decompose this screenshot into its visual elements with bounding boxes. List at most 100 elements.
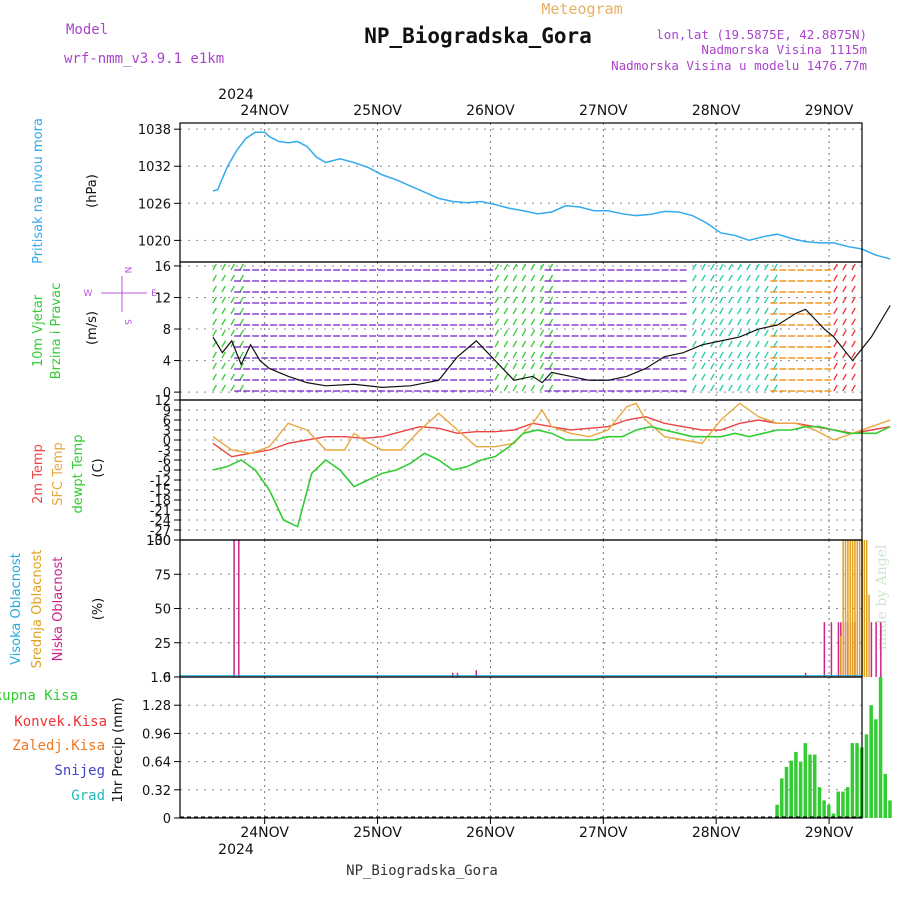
model-label: Model [66,22,108,38]
wind-arrow [239,362,244,370]
wind-arrow [239,340,244,348]
wind-arrow [239,307,244,315]
wind-arrow [692,263,697,271]
wind-arrow [221,351,226,359]
wind-arrow [512,307,518,315]
wind-arrow [719,362,724,370]
xtick-top-1: 25NOV [353,103,402,119]
wind-arrow [701,274,706,282]
wind-arrow [719,274,724,282]
ytick-label-4-1: 1.28 [142,699,171,714]
wind-arrow [494,340,500,348]
ytick-label-2-5: -3 [158,444,171,459]
wind-arrow [764,285,769,293]
wind-arrow [221,318,226,326]
wind-arrow [764,263,769,271]
wind-arrow [239,329,244,337]
wind-arrow [521,329,527,337]
wind-arrow [746,296,751,304]
wind-arrow [746,274,751,282]
cloud-unit: (%) [91,598,106,621]
compass-s: S [122,319,132,325]
precip-bar [836,791,840,818]
precip-bar [874,719,878,818]
wind-arrow [746,340,751,348]
wind-arrow [230,373,235,381]
ytick-label-4-0: 1.6 [150,671,171,686]
wind-arrow [512,340,518,348]
wind-arrow [773,329,778,337]
wind-arrow [755,307,760,315]
ytick-label-4-2: 0.96 [142,727,171,742]
wind-arrow [773,384,778,392]
wind-arrow [764,329,769,337]
wind-arrow [512,351,518,359]
xtick-bottom-4: 28NOV [692,825,741,841]
wind-arrow [851,263,856,271]
wind-arrow [710,384,715,392]
wind-arrow [692,351,697,359]
wind-arrow [764,274,769,282]
wind-arrow [530,329,536,337]
legend-convective-rain: Konvek.Kisa [14,714,107,730]
wind-arrow [239,384,244,392]
ytick-label-2-2: 6 [163,414,171,429]
ytick-label-1-2: 8 [163,323,171,338]
wind-arrow [539,318,545,326]
wind-arrow [512,318,518,326]
wind-arrow [494,318,500,326]
wind-arrow [692,362,697,370]
wind-arrow [212,362,217,370]
ytick-label-3-2: 50 [154,603,171,618]
grid-layer [180,123,862,819]
precip-bar [789,760,793,818]
panel-frame-4 [179,676,863,819]
wind-arrow [737,384,742,392]
wind-arrow [710,362,715,370]
wind-arrow [692,307,697,315]
wind-arrow [530,340,536,348]
ytick-label-2-6: -6 [158,454,171,469]
wind-arrow [833,274,838,282]
wind-arrow [773,373,778,381]
wind-arrow [842,340,847,348]
precip-bar [803,743,808,818]
wind-arrow [755,373,760,381]
wind-arrow [494,351,500,359]
wind-arrow [842,373,847,381]
wind-arrow [842,274,847,282]
wind-arrow [212,296,217,304]
wind-arrow [212,274,217,282]
wind-arrow [230,296,235,304]
wind-arrow [221,263,226,271]
precip-bar [864,734,869,818]
wind-arrow [692,296,697,304]
wind-arrow [521,373,527,381]
dewpoint-line [212,425,891,528]
wind-arrow [230,351,235,359]
wind-arrow [764,307,769,315]
wind-arrow [221,329,226,337]
wind-arrow [746,351,751,359]
xtick-bottom-3: 27NOV [579,825,628,841]
wind-arrow [755,362,760,370]
wind-arrow [701,296,706,304]
wind-arrow [212,263,217,271]
wind-arrow [719,340,724,348]
precip-bar [845,787,850,818]
wind-arrow [701,285,706,293]
wind-arrow [494,274,500,282]
wind-arrow [755,340,760,348]
data-layer [180,131,892,818]
ytick-label-2-14: -30 [150,534,171,549]
precip-bar [841,791,845,818]
wind-arrow [692,384,697,392]
xtick-bottom-2: 26NOV [466,825,515,841]
wind-arrow [692,318,697,326]
wind-arrow [728,307,733,315]
lonlat-label: lon,lat (19.5875E, 42.8875N) [656,27,867,42]
wind-arrow [239,351,244,359]
sfc-temp-line [212,402,891,455]
low-cloud-title: Niska Oblacnost [51,557,66,662]
wind-arrow [701,384,706,392]
